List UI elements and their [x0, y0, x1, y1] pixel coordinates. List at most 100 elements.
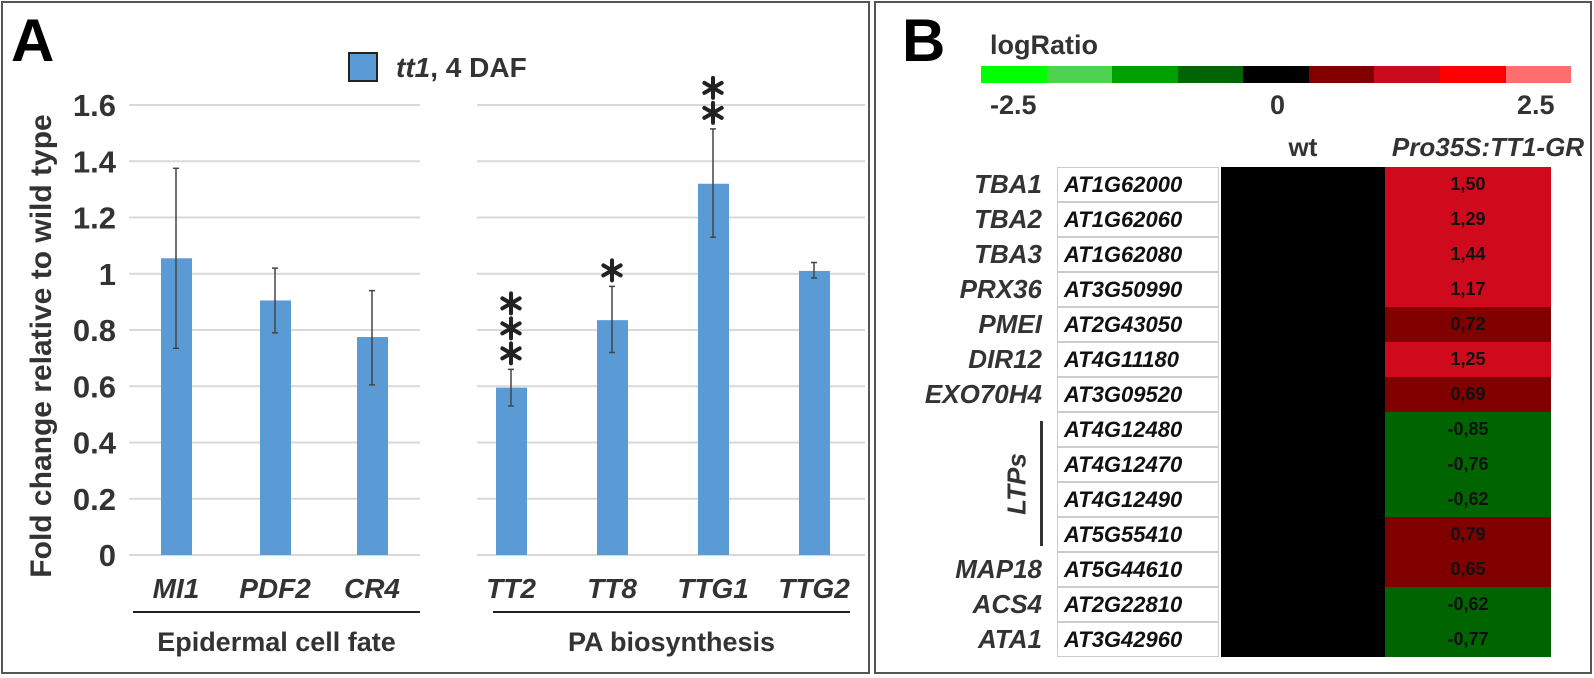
value-cell: -0,77: [1385, 622, 1551, 657]
gene-id: AT5G55410: [1057, 517, 1219, 552]
bar-chart: 0 0.2 0.4 0.6 0.8 1 1.2 1.4 1.6 MI1 PDF2 CR4 TT2 TT8 T…: [73, 75, 865, 613]
scale-segment: [1439, 66, 1506, 83]
gene-name: PMEI: [978, 309, 1042, 339]
gene-name: TBA2: [974, 204, 1042, 234]
gene-id: AT3G42960: [1057, 622, 1219, 657]
color-scale-bar: [981, 66, 1572, 83]
wt-cell: [1221, 237, 1385, 272]
column-header-wt: wt: [1288, 132, 1318, 162]
significance-star-icon: [500, 291, 522, 316]
panel-b: [874, 1, 1592, 674]
y-tick-label: 0.4: [73, 426, 117, 461]
gene-id: AT4G12480: [1057, 412, 1219, 447]
significance-star-icon: [601, 258, 623, 283]
scale-segment: [981, 66, 1047, 83]
scale-segment: [1243, 66, 1309, 83]
scale-segment: [1112, 66, 1178, 83]
x-tick-label: TT2: [486, 573, 536, 604]
x-tick-label: CR4: [344, 573, 400, 604]
bar-tt8: [597, 320, 628, 555]
scale-segment: [1505, 66, 1572, 83]
scale-segment: [1177, 66, 1244, 83]
wt-cell: [1221, 307, 1385, 342]
wt-cell: [1221, 342, 1385, 377]
x-tick-label: PDF2: [239, 573, 311, 604]
wt-cell: [1221, 377, 1385, 412]
scale-max: 2.5: [1517, 90, 1555, 120]
legend-entry: tt1, 4 DAF: [396, 52, 527, 84]
significance-star-icon: [702, 75, 724, 100]
group-label-pa: PA biosynthesis: [567, 627, 776, 657]
value-cell: 0,79: [1385, 517, 1551, 552]
wt-cell: [1221, 272, 1385, 307]
scale-min: -2.5: [990, 90, 1037, 120]
value-cell: 1,25: [1385, 342, 1551, 377]
value-cell: -0,85: [1385, 412, 1551, 447]
legend-italic: tt1: [396, 52, 431, 83]
y-tick-label: 1: [99, 257, 116, 292]
gene-name: DIR12: [968, 344, 1042, 374]
gene-id: AT2G43050: [1057, 307, 1219, 342]
scale-mid: 0: [1270, 90, 1286, 120]
y-tick-label: 1.2: [73, 201, 116, 236]
bar-ttg1: [698, 183, 729, 555]
panel-a-label: A: [11, 7, 55, 74]
legend: tt1, 4 DAF: [348, 52, 608, 84]
scale-segment: [1308, 66, 1375, 83]
x-tick-label: TTG2: [778, 573, 850, 604]
y-tick-label: 1.6: [73, 88, 116, 123]
y-tick-label: 0.6: [73, 369, 116, 404]
value-cell: 1,29: [1385, 202, 1551, 237]
value-cell: 0,69: [1385, 377, 1551, 412]
wt-cell: [1221, 202, 1385, 237]
bar-tt2: [496, 387, 527, 555]
significance-star-icon: [500, 341, 522, 366]
value-cell: 1,17: [1385, 272, 1551, 307]
gene-id: AT3G09520: [1057, 377, 1219, 412]
x-tick-label: MI1: [153, 573, 200, 604]
wt-cell: [1221, 552, 1385, 587]
panel-b-label: B: [902, 7, 946, 74]
gene-name: ACS4: [972, 589, 1042, 619]
bar-pdf2: [260, 300, 291, 555]
gene-name: MAP18: [955, 554, 1042, 584]
column-header-tt1: Pro35S:TT1-GR: [1391, 132, 1585, 162]
wt-cell: [1221, 412, 1385, 447]
gene-name: TBA3: [974, 239, 1042, 269]
wt-cell: [1221, 517, 1385, 552]
y-tick-label: 1.4: [73, 144, 117, 179]
legend-text: , 4 DAF: [430, 52, 527, 83]
y-tick-label: 0.8: [73, 313, 116, 348]
value-cell: 1,50: [1385, 167, 1551, 202]
wt-cell: [1221, 482, 1385, 517]
wt-cell: [1221, 587, 1385, 622]
y-tick-label: 0.2: [73, 482, 116, 517]
significance-star-icon: [702, 100, 724, 125]
significance-star-icon: [500, 316, 522, 341]
scale-title: logRatio: [990, 30, 1098, 60]
bar-ttg2: [799, 270, 830, 555]
gene-id: AT1G62000: [1057, 167, 1219, 202]
value-cell: 0,72: [1385, 307, 1551, 342]
wt-cell: [1221, 447, 1385, 482]
gene-id: AT4G12490: [1057, 482, 1219, 517]
value-cell: -0,76: [1385, 447, 1551, 482]
gene-id: AT1G62080: [1057, 237, 1219, 272]
ltp-bracket-line: [1040, 421, 1043, 546]
value-cell: -0,62: [1385, 587, 1551, 622]
gene-id: AT4G11180: [1057, 342, 1219, 377]
x-tick-label: TTG1: [677, 573, 749, 604]
value-cell: 1,44: [1385, 237, 1551, 272]
gene-id: AT3G50990: [1057, 272, 1219, 307]
wt-cell: [1221, 167, 1385, 202]
gene-name: EXO70H4: [924, 379, 1042, 409]
group-label-epidermal: Epidermal cell fate: [157, 627, 396, 657]
gene-id: AT5G44610: [1057, 552, 1219, 587]
wt-cell: [1221, 622, 1385, 657]
x-tick-label: TT8: [587, 573, 637, 604]
scale-segment: [1374, 66, 1440, 83]
gene-name: PRX36: [959, 274, 1042, 304]
scale-segment: [1046, 66, 1113, 83]
y-tick-label: 0: [99, 538, 116, 573]
value-cell: 0,65: [1385, 552, 1551, 587]
